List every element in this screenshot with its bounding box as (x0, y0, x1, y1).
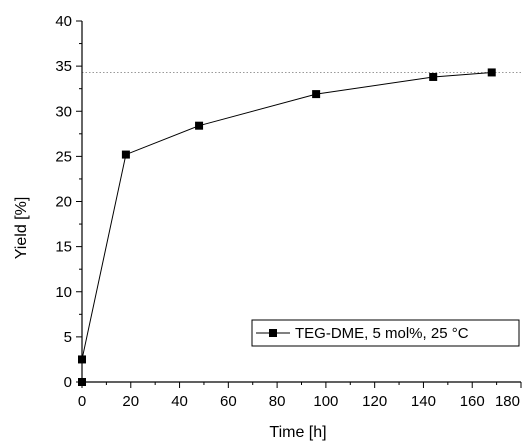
data-point (312, 90, 321, 99)
x-tick-label: 140 (411, 393, 436, 410)
legend-label: TEG-DME, 5 mol%, 25 °C (295, 325, 469, 342)
y-tick-label: 30 (55, 103, 72, 120)
x-tick-label: 80 (269, 393, 286, 410)
y-tick-label: 0 (64, 374, 72, 391)
legend-box (251, 319, 520, 347)
data-point (78, 355, 86, 364)
y-tick-label: 20 (55, 194, 72, 211)
data-point (195, 121, 204, 130)
y-tick-label: 10 (55, 284, 72, 301)
x-tick-label: 100 (313, 393, 338, 410)
x-tick-label: 0 (78, 393, 86, 410)
y-axis-title: Yield [%] (13, 197, 30, 260)
legend-marker (269, 329, 277, 337)
legend: TEG-DME, 5 mol%, 25 °C (251, 319, 520, 347)
x-tick-label: 20 (122, 393, 139, 410)
plot-area: 0 5 10 15 20 25 30 35 40 0 20 40 60 80 100 120 140 160 180 (55, 13, 522, 410)
x-tick-label: 60 (220, 393, 237, 410)
data-point (121, 150, 130, 159)
data-point (487, 68, 496, 77)
x-tick-label: 40 (171, 393, 188, 410)
y-tick-label: 15 (55, 239, 72, 256)
data-point (429, 72, 438, 81)
y-tick-label: 5 (64, 329, 72, 346)
x-axis-title: Time [h] (269, 424, 326, 441)
x-tick-label: 160 (460, 393, 485, 410)
series-line (81, 71, 492, 360)
y-tick-label: 40 (55, 13, 72, 30)
x-tick-label: 180 (495, 393, 520, 410)
x-tick-label: 120 (362, 393, 387, 410)
data-point-extra (78, 378, 86, 386)
y-tick-label: 25 (55, 148, 72, 165)
y-tick-label: 35 (55, 58, 72, 75)
